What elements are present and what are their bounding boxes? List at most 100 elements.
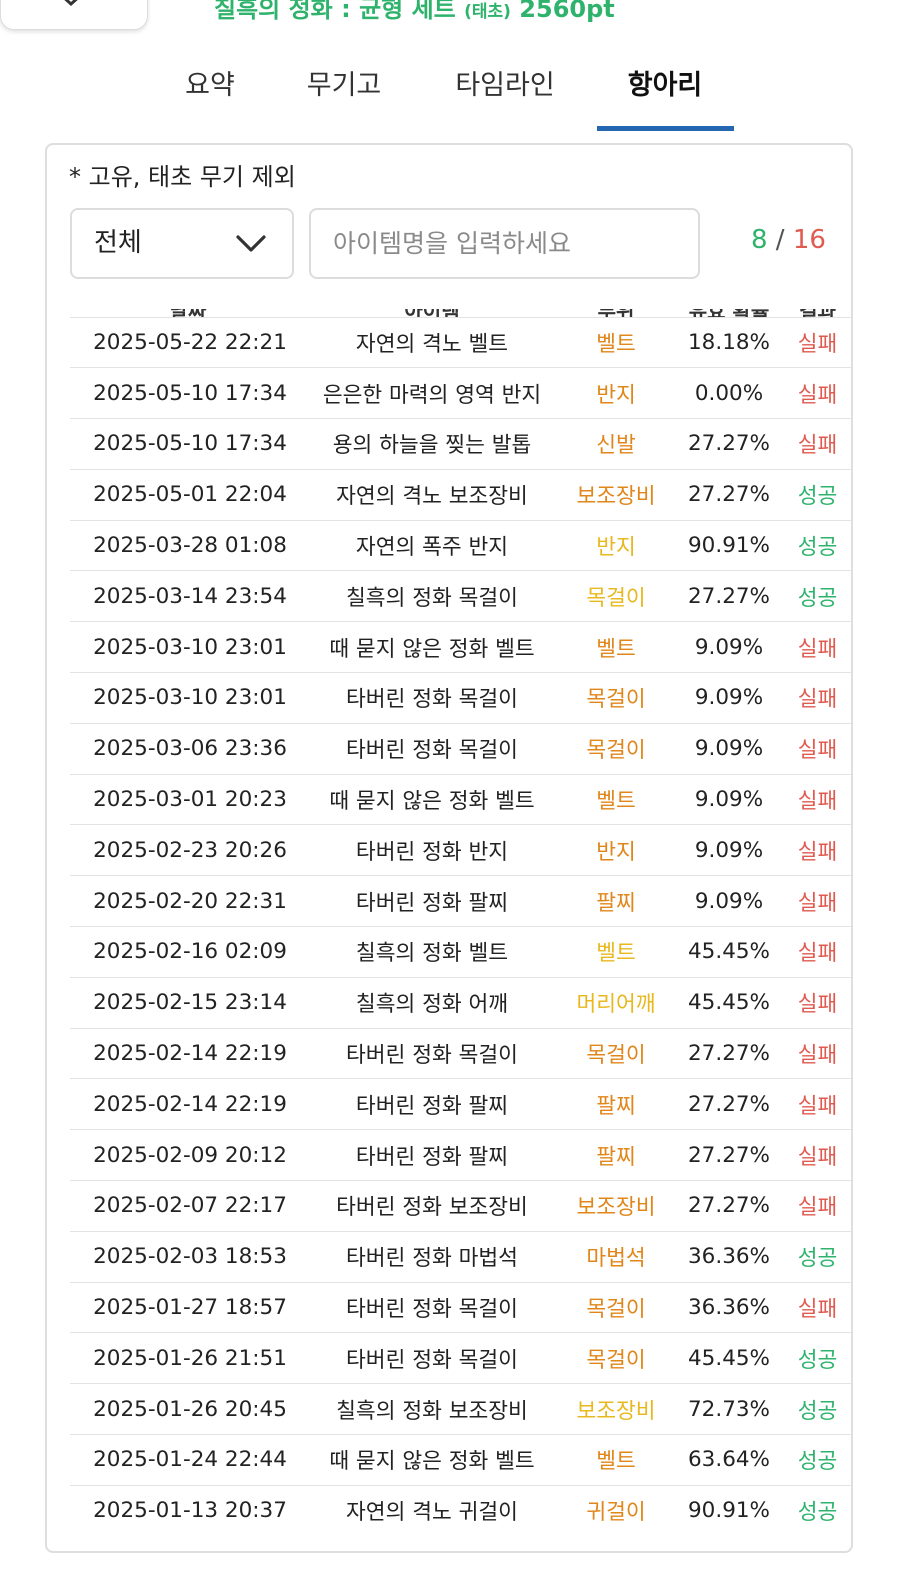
item-name-cell: 타버린 정화 목걸이: [346, 687, 518, 713]
part-cell: 목걸이: [586, 585, 646, 611]
item-name-cell: 자연의 폭주 반지: [355, 535, 509, 561]
table-row[interactable]: 2025-02-03 18:53 타버린 정화 마법석 마법석 36.36% 성공: [70, 1231, 851, 1282]
table-row[interactable]: 2025-01-27 18:57 타버린 정화 목걸이 목걸이 36.36% 실패: [70, 1282, 851, 1333]
date-cell: 2025-01-24 22:44: [93, 1447, 287, 1473]
table-row[interactable]: 2025-03-10 23:01 타버린 정화 목걸이 목걸이 9.09% 실패: [70, 672, 851, 724]
rate-cell: 27.27%: [688, 583, 770, 609]
result-cell: 실패: [797, 1093, 838, 1119]
table-row[interactable]: 2025-02-15 23:14 칠흑의 정화 어깨 머리어깨 45.45% 실패: [70, 977, 851, 1028]
item-name-cell: 타버린 정화 팔찌: [355, 1144, 509, 1170]
rate-cell: 72.73%: [688, 1396, 770, 1422]
header-date[interactable]: 날짜: [70, 295, 306, 317]
item-name-cell: 타버린 정화 목걸이: [346, 1297, 518, 1323]
item-name-cell: 자연의 격노 보조장비: [336, 484, 528, 510]
tab-armory[interactable]: 무기고: [306, 70, 382, 101]
item-name-cell: 타버린 정화 반지: [355, 839, 509, 865]
table-row[interactable]: 2025-05-10 17:34 용의 하늘을 찢는 발톱 신발 27.27% 실패: [70, 418, 851, 470]
tab-timeline[interactable]: 타임라인: [455, 70, 555, 101]
part-cell: 마법석: [586, 1246, 646, 1272]
rate-cell: 27.27%: [688, 482, 770, 508]
result-cell: 성공: [797, 1246, 838, 1272]
header-item[interactable]: 아이템: [306, 295, 558, 317]
result-cell: 성공: [797, 1398, 838, 1424]
header-result[interactable]: 결과: [784, 295, 851, 317]
date-cell: 2025-01-13 20:37: [93, 1498, 287, 1524]
table-row[interactable]: 2025-05-10 17:34 은은한 마력의 영역 반지 반지 0.00% 실패: [70, 367, 851, 419]
result-cell: 실패: [797, 433, 838, 459]
exclusion-note: * 고유, 태초 무기 제외: [69, 163, 296, 191]
table-row[interactable]: 2025-02-16 02:09 칠흑의 정화 벨트 벨트 45.45% 실패: [70, 926, 851, 978]
item-name-cell: 자연의 격노 벨트: [355, 331, 509, 357]
part-cell: 보조장비: [576, 1398, 656, 1424]
table-row[interactable]: 2025-03-28 01:08 자연의 폭주 반지 반지 90.91% 성공: [70, 520, 851, 571]
date-cell: 2025-02-16 02:09: [93, 939, 287, 965]
part-cell: 벨트: [596, 331, 636, 357]
table-row[interactable]: 2025-02-09 20:12 타버린 정화 팔찌 팔찌 27.27% 실패: [70, 1129, 851, 1181]
rate-cell: 27.27%: [688, 1142, 770, 1168]
date-cell: 2025-03-01 20:23: [93, 787, 287, 813]
part-cell: 팔찌: [596, 890, 636, 916]
part-cell: 귀걸이: [586, 1500, 646, 1526]
table-row[interactable]: 2025-01-13 20:37 자연의 격노 귀걸이 귀걸이 90.91% 성공: [70, 1485, 851, 1535]
table-row[interactable]: 2025-01-24 22:44 때 묻지 않은 정화 벨트 벨트 63.64% 성공: [70, 1434, 851, 1486]
part-cell: 보조장비: [576, 484, 656, 510]
item-name-cell: 칠흑의 정화 벨트: [355, 941, 509, 967]
part-cell: 반지: [596, 382, 636, 408]
history-table-scroll[interactable]: 날짜 아이템 부위 유효 확률 결과 2025-05-22 22:21 자연의 격…: [70, 295, 851, 1535]
part-cell: 목걸이: [586, 738, 646, 764]
date-cell: 2025-05-10 17:34: [93, 380, 287, 406]
total-count: 16: [792, 225, 826, 255]
rate-cell: 18.18%: [688, 329, 770, 355]
item-name-cell: 칠흑의 정화 어깨: [355, 992, 509, 1018]
result-cell: 실패: [797, 636, 838, 662]
date-cell: 2025-02-03 18:53: [93, 1244, 287, 1270]
item-name-cell: 용의 하늘을 찢는 발톱: [332, 433, 532, 459]
tab-summary[interactable]: 요약: [185, 70, 235, 101]
part-cell: 머리어깨: [576, 992, 656, 1018]
table-row[interactable]: 2025-01-26 20:45 칠흑의 정화 보조장비 보조장비 72.73% 성공: [70, 1383, 851, 1435]
table-row[interactable]: 2025-05-01 22:04 자연의 격노 보조장비 보조장비 27.27% 성공: [70, 469, 851, 520]
part-cell: 목걸이: [586, 1043, 646, 1069]
table-row[interactable]: 2025-05-22 22:21 자연의 격노 벨트 벨트 18.18% 실패: [70, 317, 851, 368]
result-cell: 실패: [797, 1144, 838, 1170]
date-cell: 2025-01-26 21:51: [93, 1345, 287, 1371]
rate-cell: 63.64%: [688, 1447, 770, 1473]
result-cell: 실패: [797, 331, 838, 357]
table-row[interactable]: 2025-02-07 22:17 타버린 정화 보조장비 보조장비 27.27% 실패: [70, 1180, 851, 1232]
item-search-input[interactable]: [309, 208, 700, 279]
category-select-value: 전체: [94, 228, 142, 258]
table-row[interactable]: 2025-03-14 23:54 칠흑의 정화 목걸이 목걸이 27.27% 성공: [70, 570, 851, 622]
part-cell: 신발: [596, 433, 636, 459]
rate-cell: 90.91%: [688, 533, 770, 559]
table-row[interactable]: 2025-02-14 22:19 타버린 정화 팔찌 팔찌 27.27% 실패: [70, 1078, 851, 1130]
date-cell: 2025-03-06 23:36: [93, 736, 287, 762]
back-button[interactable]: [0, 0, 148, 30]
table-row[interactable]: 2025-02-20 22:31 타버린 정화 팔찌 팔찌 9.09% 실패: [70, 875, 851, 927]
rate-cell: 9.09%: [694, 685, 764, 711]
table-row[interactable]: 2025-01-26 21:51 타버린 정화 목걸이 목걸이 45.45% 성공: [70, 1332, 851, 1384]
table-row[interactable]: 2025-03-01 20:23 때 묻지 않은 정화 벨트 벨트 9.09% 실패: [70, 774, 851, 825]
table-row[interactable]: 2025-03-06 23:36 타버린 정화 목걸이 목걸이 9.09% 실패: [70, 723, 851, 774]
header-rate[interactable]: 유효 확률: [674, 295, 784, 317]
part-cell: 보조장비: [576, 1195, 656, 1221]
rate-cell: 27.27%: [688, 1091, 770, 1117]
result-cell: 성공: [797, 535, 838, 561]
tab-bar: 요약 무기고 타임라인 항아리: [0, 56, 904, 132]
date-cell: 2025-03-10 23:01: [93, 685, 287, 711]
result-cell: 실패: [797, 687, 838, 713]
item-name-cell: 칠흑의 정화 보조장비: [336, 1398, 528, 1424]
result-cell: 실패: [797, 839, 838, 865]
part-cell: 벨트: [596, 941, 636, 967]
table-row[interactable]: 2025-03-10 23:01 때 묻지 않은 정화 벨트 벨트 9.09% 실패: [70, 621, 851, 673]
date-cell: 2025-05-01 22:04: [93, 482, 287, 508]
table-row[interactable]: 2025-02-23 20:26 타버린 정화 반지 반지 9.09% 실패: [70, 824, 851, 876]
date-cell: 2025-02-14 22:19: [93, 1041, 287, 1067]
item-name-cell: 은은한 마력의 영역 반지: [322, 382, 542, 408]
category-select[interactable]: 전체: [70, 208, 294, 279]
date-cell: 2025-02-07 22:17: [93, 1193, 287, 1219]
table-row[interactable]: 2025-02-14 22:19 타버린 정화 목걸이 목걸이 27.27% 실패: [70, 1028, 851, 1079]
header-part[interactable]: 부위: [558, 295, 674, 317]
part-cell: 벨트: [596, 1449, 636, 1475]
tab-pot[interactable]: 항아리: [627, 70, 703, 101]
date-cell: 2025-02-09 20:12: [93, 1142, 287, 1168]
